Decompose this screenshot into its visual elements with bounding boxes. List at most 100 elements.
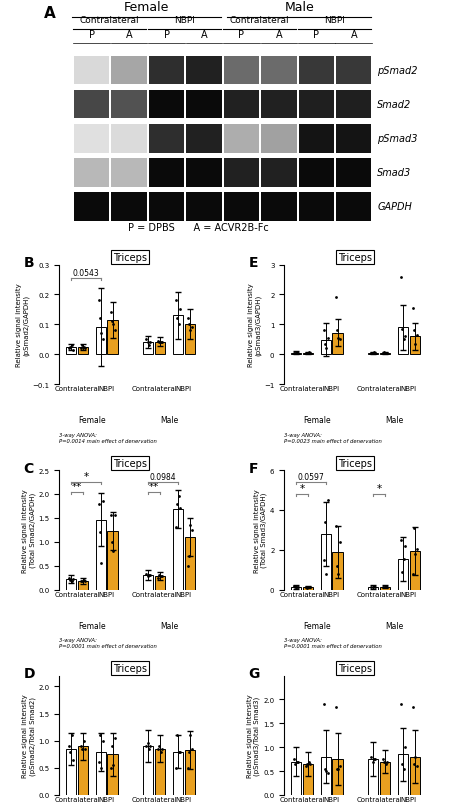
Bar xyxy=(299,91,334,120)
Text: 3-way ANOVA:
P=0.0001 main effect of denervation: 3-way ANOVA: P=0.0001 main effect of den… xyxy=(284,638,382,648)
Point xyxy=(305,755,312,768)
Point xyxy=(144,737,151,750)
Point xyxy=(293,581,301,593)
Point xyxy=(173,312,181,325)
Y-axis label: Relative signal intensity
(Total Smad3/GAPDH): Relative signal intensity (Total Smad3/G… xyxy=(254,488,267,572)
Bar xyxy=(108,320,118,355)
Point xyxy=(158,570,166,583)
Point xyxy=(336,333,344,346)
Point xyxy=(323,764,330,777)
Bar xyxy=(261,57,297,85)
Point xyxy=(320,324,328,337)
Point xyxy=(95,756,102,768)
Point xyxy=(335,762,342,775)
Bar xyxy=(224,125,259,153)
Point xyxy=(413,760,420,772)
Text: A: A xyxy=(126,31,132,40)
Point xyxy=(400,552,407,565)
Bar xyxy=(299,57,334,85)
Bar xyxy=(66,579,76,589)
Bar xyxy=(291,587,301,589)
Bar xyxy=(96,328,106,355)
Point xyxy=(109,759,117,772)
Point xyxy=(336,760,344,772)
Text: pSmad2: pSmad2 xyxy=(377,66,418,76)
Point xyxy=(154,572,162,585)
Point xyxy=(293,755,301,768)
Point xyxy=(111,324,118,337)
Bar xyxy=(380,761,390,795)
Bar xyxy=(111,193,146,222)
Bar xyxy=(332,552,343,589)
Point xyxy=(69,573,77,585)
Point xyxy=(184,312,191,325)
Point xyxy=(99,734,107,747)
Point xyxy=(145,743,153,756)
Point xyxy=(303,581,311,594)
Point xyxy=(293,346,301,359)
Point xyxy=(413,543,420,556)
Bar xyxy=(303,588,313,589)
Point xyxy=(65,572,73,585)
Y-axis label: Relative signal intensity
(Total Smad2/GAPDH): Relative signal intensity (Total Smad2/G… xyxy=(22,488,36,572)
Point xyxy=(142,568,150,581)
Point xyxy=(306,757,314,770)
Point xyxy=(176,502,184,515)
Bar xyxy=(78,348,88,355)
Point xyxy=(69,753,77,766)
Point xyxy=(332,700,339,713)
Point xyxy=(379,581,387,593)
Text: A: A xyxy=(44,6,55,21)
Text: B: B xyxy=(24,255,34,270)
Bar xyxy=(398,754,408,795)
Bar xyxy=(149,57,184,85)
Text: Contralateral: Contralateral xyxy=(229,16,289,25)
Point xyxy=(185,319,193,332)
Point xyxy=(333,324,341,337)
Text: Contralateral: Contralateral xyxy=(80,16,139,25)
Point xyxy=(381,755,388,768)
Bar xyxy=(184,325,195,355)
Text: F: F xyxy=(249,461,258,475)
Point xyxy=(335,568,342,581)
Bar xyxy=(336,159,372,187)
Point xyxy=(367,750,375,763)
Point xyxy=(292,347,299,360)
Point xyxy=(67,341,74,354)
Point xyxy=(369,755,376,768)
Text: *: * xyxy=(300,483,305,494)
Bar xyxy=(320,756,331,795)
Text: D: D xyxy=(24,666,35,680)
Point xyxy=(401,331,409,344)
Point xyxy=(185,550,193,563)
Text: Smad3: Smad3 xyxy=(377,168,411,178)
Y-axis label: Relative signal intensity
(pSmad2/Total Smad2): Relative signal intensity (pSmad2/Total … xyxy=(22,694,36,777)
Point xyxy=(292,757,299,770)
Point xyxy=(306,347,314,360)
Point xyxy=(145,569,153,582)
Bar xyxy=(74,193,109,222)
Point xyxy=(381,581,388,593)
Point xyxy=(383,755,391,768)
Point xyxy=(144,570,151,583)
Point xyxy=(411,338,419,351)
Text: **: ** xyxy=(149,481,159,491)
Point xyxy=(397,698,405,711)
Bar xyxy=(184,537,195,589)
Bar xyxy=(410,551,420,589)
Bar xyxy=(261,159,297,187)
Point xyxy=(68,729,75,742)
Point xyxy=(324,332,332,344)
Point xyxy=(172,761,180,774)
Bar xyxy=(111,159,146,187)
Text: Male: Male xyxy=(385,416,403,425)
Point xyxy=(398,565,406,578)
Point xyxy=(145,340,153,353)
Point xyxy=(81,342,89,355)
Bar xyxy=(336,193,372,222)
Text: NBPI: NBPI xyxy=(174,16,195,25)
Point xyxy=(411,548,419,560)
Point xyxy=(158,743,166,756)
Point xyxy=(305,581,312,593)
Point xyxy=(370,752,378,765)
